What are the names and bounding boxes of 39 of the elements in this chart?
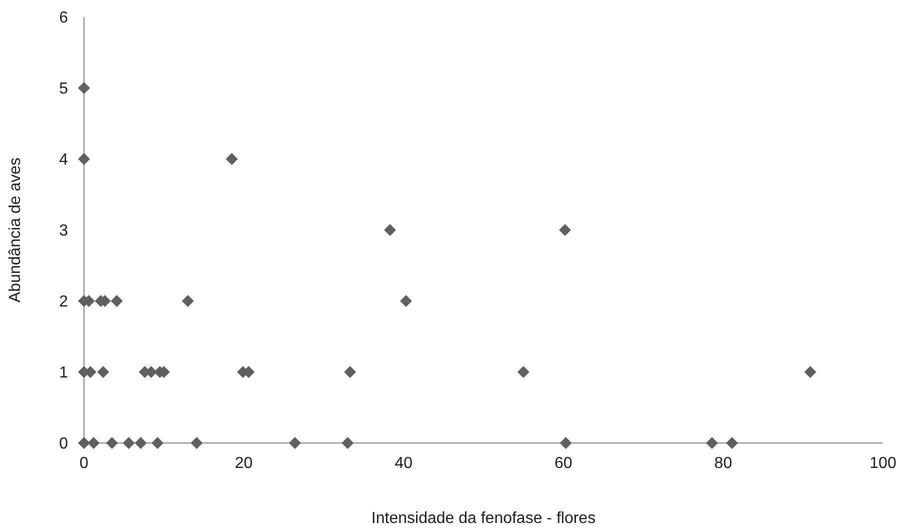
y-tick-label: 3 <box>59 222 68 240</box>
x-axis-title: Intensidade da fenofase - flores <box>371 510 596 527</box>
point <box>152 437 164 449</box>
y-axis-title: Abundância de aves <box>7 158 24 302</box>
point <box>559 224 571 236</box>
point <box>342 437 354 449</box>
x-tick-label: 40 <box>394 455 413 472</box>
y-tick-label: 0 <box>59 436 68 453</box>
y-tick-label: 6 <box>59 10 68 27</box>
point <box>804 366 816 378</box>
point <box>78 437 90 449</box>
point <box>97 366 110 378</box>
point <box>288 437 301 449</box>
point <box>190 437 203 449</box>
point <box>226 153 238 165</box>
x-tick-label: 60 <box>554 455 572 472</box>
point <box>106 437 118 449</box>
y-tick-label: 4 <box>59 152 68 169</box>
point <box>88 437 100 449</box>
point <box>134 437 147 449</box>
point <box>344 366 356 378</box>
x-tick-label: 20 <box>234 455 253 472</box>
y-tick-label: 1 <box>59 364 68 382</box>
y-tick-label: 5 <box>59 80 68 98</box>
x-tick-label: 0 <box>80 455 89 472</box>
point <box>560 437 572 449</box>
point <box>706 437 718 449</box>
point <box>78 82 90 94</box>
point <box>182 295 194 307</box>
point <box>78 153 90 165</box>
x-tick-label: 80 <box>714 455 732 472</box>
point <box>726 437 738 449</box>
point <box>517 366 530 378</box>
point <box>122 437 135 449</box>
x-tick-label: 100 <box>870 455 896 472</box>
y-tick-label: 2 <box>59 294 68 311</box>
point <box>400 295 412 307</box>
point <box>110 295 123 307</box>
point <box>384 224 396 236</box>
